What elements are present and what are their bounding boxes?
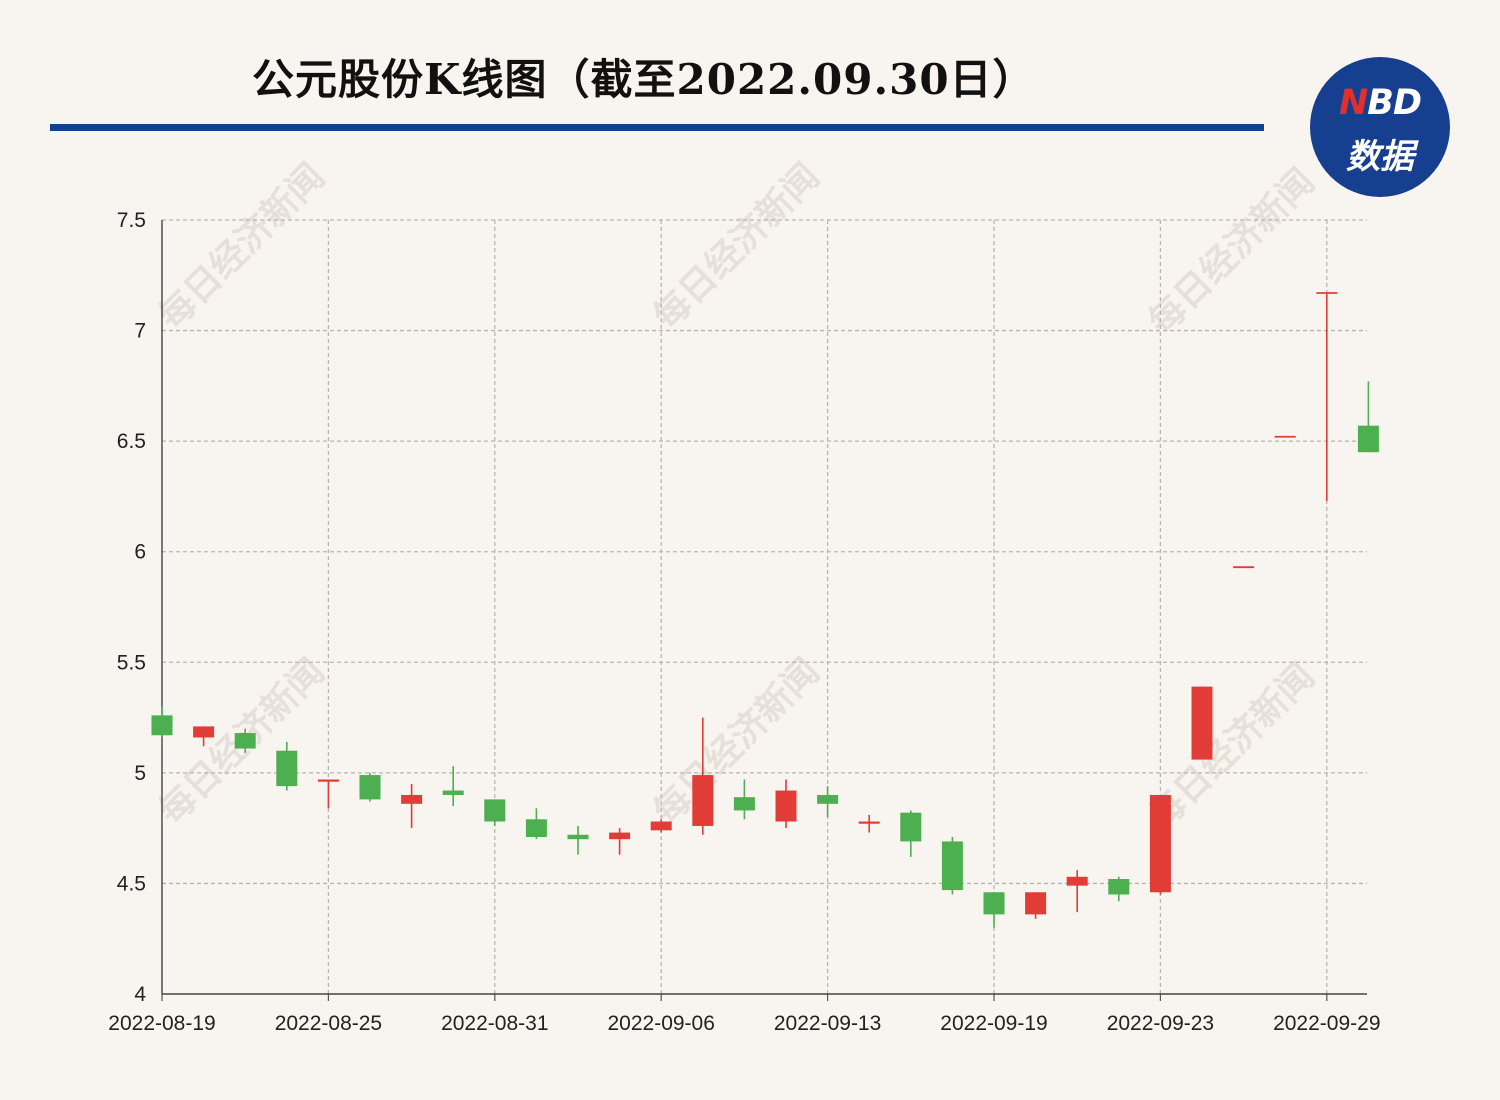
candle	[1066, 870, 1088, 913]
y-tick-label: 7	[134, 320, 146, 343]
candle	[442, 766, 464, 807]
y-tick-label: 4	[134, 983, 146, 1006]
candle-body	[1149, 794, 1171, 893]
candle	[1316, 292, 1338, 501]
candle-body	[858, 821, 880, 824]
candle	[1149, 794, 1171, 895]
candle	[567, 825, 589, 855]
candle	[276, 741, 298, 791]
candle-body	[1191, 686, 1213, 760]
candle	[983, 892, 1005, 928]
candle-body	[775, 790, 797, 822]
watermark-text: 每日经济新闻	[1140, 160, 1322, 342]
candle-body	[484, 799, 506, 822]
candle	[1357, 381, 1379, 453]
candle	[359, 772, 381, 802]
candle	[609, 828, 631, 855]
candle	[941, 836, 963, 895]
candle-body	[983, 892, 1005, 915]
logo-data-text: 数据	[1346, 137, 1414, 177]
candle-body	[900, 812, 922, 842]
candle-body	[525, 819, 547, 837]
candle-body	[650, 821, 672, 831]
watermark-text: 每日经济新闻	[645, 155, 827, 337]
candle-body	[276, 750, 298, 787]
candle	[1108, 876, 1130, 902]
candle-body	[567, 834, 589, 840]
candle-body	[401, 794, 423, 804]
x-tick-label: 2022-09-06	[607, 1012, 714, 1035]
candle	[484, 799, 506, 826]
candle	[1191, 686, 1213, 760]
candle	[900, 810, 922, 857]
candle	[193, 726, 215, 747]
candle-body	[1025, 892, 1047, 915]
candle	[525, 808, 547, 840]
candle-body	[359, 775, 381, 800]
candle	[692, 717, 714, 835]
x-tick-label: 2022-09-23	[1107, 1012, 1214, 1035]
candle	[775, 779, 797, 829]
chart-title: 公元股份K线图（截至2022.09.30日）	[252, 55, 1036, 104]
candle-body	[1108, 879, 1130, 895]
x-tick-label: 2022-08-19	[108, 1012, 215, 1035]
logo-nbd-text: NBD	[1338, 83, 1422, 123]
candles	[151, 292, 1379, 928]
y-tick-label: 6	[134, 541, 146, 564]
candle	[650, 819, 672, 833]
y-tick-label: 5.5	[117, 651, 146, 674]
candle-body	[817, 794, 839, 804]
candle	[401, 783, 423, 829]
x-tick-label: 2022-08-25	[275, 1012, 382, 1035]
candle-body	[234, 733, 256, 749]
candle-body	[941, 841, 963, 891]
candle	[151, 706, 173, 738]
candle-body	[609, 832, 631, 840]
x-tick-label: 2022-09-13	[774, 1012, 881, 1035]
candle-body	[733, 797, 755, 811]
watermark-text: 每日经济新闻	[150, 155, 332, 337]
candle-body	[1066, 876, 1088, 886]
nbd-logo: NBD 数据	[1310, 57, 1450, 197]
x-tick-label: 2022-09-29	[1273, 1012, 1380, 1035]
x-tick-label: 2022-08-31	[441, 1012, 548, 1035]
title-underline	[50, 124, 1264, 131]
candle	[817, 786, 839, 818]
candle-body	[1357, 425, 1379, 453]
candle-body	[317, 779, 339, 782]
candle	[234, 728, 256, 753]
axes: 4 4.5 5 5.5 6 6.5 7 7.5 2022-08-19 2022-08-25 2022…	[108, 209, 1380, 1035]
candle	[317, 779, 339, 809]
y-tick-label: 5	[134, 762, 146, 785]
y-tick-label: 6.5	[117, 430, 146, 453]
candle-body	[692, 775, 714, 826]
y-tick-label: 7.5	[117, 209, 146, 232]
candle	[858, 814, 880, 833]
candle-body	[442, 790, 464, 795]
grid-lines	[162, 219, 1367, 994]
candle-body	[151, 715, 173, 736]
x-tick-label: 2022-09-19	[940, 1012, 1047, 1035]
candle-body	[193, 726, 215, 738]
y-tick-label: 4.5	[117, 872, 146, 895]
candle	[733, 779, 755, 820]
candle	[1025, 892, 1047, 919]
